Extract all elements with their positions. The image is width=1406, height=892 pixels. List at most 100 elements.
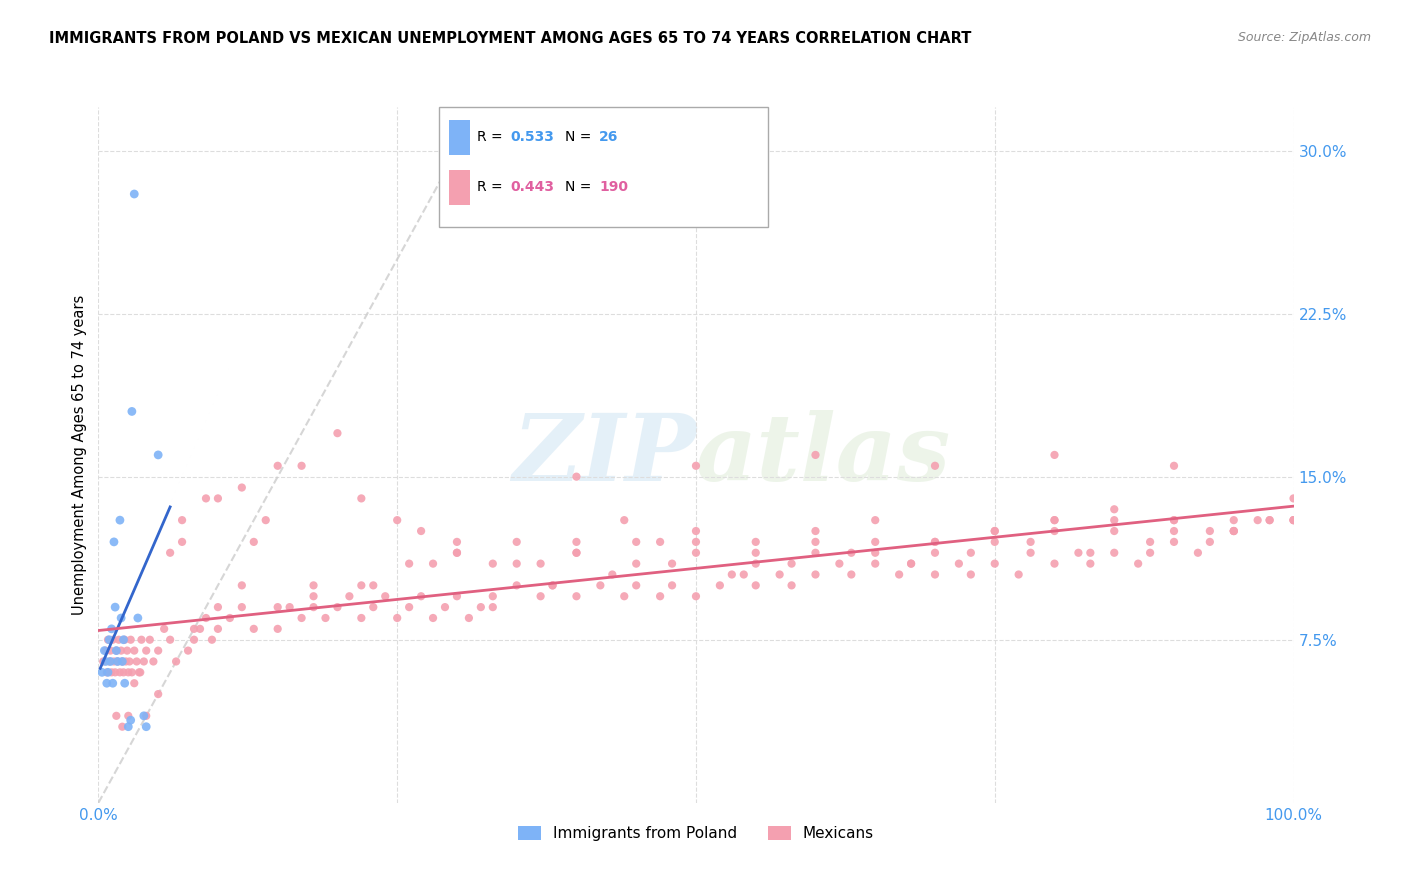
Point xyxy=(94,643,117,657)
Point xyxy=(984,557,1007,571)
Point xyxy=(1199,524,1222,538)
Point xyxy=(804,546,827,560)
Point xyxy=(924,458,946,473)
Legend: Immigrants from Poland, Mexicans: Immigrants from Poland, Mexicans xyxy=(512,820,880,847)
Point xyxy=(267,600,290,615)
Point xyxy=(195,611,218,625)
Point xyxy=(148,448,170,462)
Point xyxy=(1223,524,1246,538)
Point xyxy=(111,720,134,734)
Point xyxy=(565,546,588,560)
Bar xyxy=(439,107,768,227)
Point xyxy=(804,567,827,582)
Point xyxy=(117,708,139,723)
Point xyxy=(302,578,325,592)
Point xyxy=(565,469,588,483)
Point xyxy=(112,665,135,680)
Point xyxy=(385,513,409,527)
Point xyxy=(1139,534,1161,549)
Point xyxy=(350,611,373,625)
Y-axis label: Unemployment Among Ages 65 to 74 years: Unemployment Among Ages 65 to 74 years xyxy=(72,294,87,615)
Point xyxy=(745,546,768,560)
Point xyxy=(1104,502,1126,516)
Point xyxy=(481,557,505,571)
Point xyxy=(1080,546,1102,560)
Point xyxy=(339,589,361,603)
Point xyxy=(745,557,768,571)
Point xyxy=(804,448,827,462)
Point xyxy=(1187,546,1209,560)
Point xyxy=(177,643,200,657)
Point xyxy=(828,557,851,571)
Point xyxy=(183,622,205,636)
Point xyxy=(108,513,131,527)
Point xyxy=(1139,546,1161,560)
Point xyxy=(120,713,142,727)
Text: 190: 190 xyxy=(599,180,628,194)
Point xyxy=(1043,448,1066,462)
Point xyxy=(207,491,229,506)
Point xyxy=(118,655,141,669)
Point xyxy=(115,643,138,657)
Point xyxy=(231,578,253,592)
Point xyxy=(1019,546,1042,560)
Point xyxy=(446,546,468,560)
Point xyxy=(267,622,290,636)
Point xyxy=(124,186,146,201)
Point xyxy=(98,655,122,669)
Point xyxy=(135,720,157,734)
Point xyxy=(315,611,337,625)
Point xyxy=(104,600,127,615)
Point xyxy=(1163,524,1185,538)
Point xyxy=(254,513,277,527)
Point xyxy=(984,524,1007,538)
Point xyxy=(1247,513,1270,527)
Point xyxy=(602,567,624,582)
Point xyxy=(128,665,150,680)
Point xyxy=(129,665,152,680)
Text: 0.533: 0.533 xyxy=(510,130,554,145)
Point xyxy=(97,665,120,680)
Point xyxy=(98,655,121,669)
Point xyxy=(924,534,946,549)
Point xyxy=(100,622,122,636)
Point xyxy=(481,589,505,603)
Point xyxy=(865,513,887,527)
Point xyxy=(1282,513,1305,527)
Point xyxy=(350,578,373,592)
Point xyxy=(411,524,433,538)
Point xyxy=(114,676,136,690)
Point xyxy=(506,534,529,549)
Point xyxy=(1223,524,1246,538)
Point xyxy=(153,622,176,636)
Point xyxy=(745,578,768,592)
Point xyxy=(207,600,229,615)
Point xyxy=(159,632,181,647)
Point xyxy=(458,611,481,625)
Point xyxy=(159,546,181,560)
Point xyxy=(132,655,155,669)
Point xyxy=(120,632,142,647)
Point xyxy=(1223,513,1246,527)
Text: R =: R = xyxy=(477,130,508,145)
Point xyxy=(506,557,529,571)
Point xyxy=(98,632,121,647)
Point xyxy=(326,600,349,615)
Point xyxy=(183,632,205,647)
Point xyxy=(112,632,135,647)
Point xyxy=(1282,513,1305,527)
Point xyxy=(148,687,170,701)
Point xyxy=(721,567,744,582)
Point xyxy=(135,643,157,657)
Point xyxy=(626,534,648,549)
Point xyxy=(117,720,139,734)
Point xyxy=(889,567,911,582)
Point xyxy=(398,600,420,615)
Point xyxy=(105,708,128,723)
Point xyxy=(1008,567,1031,582)
Point xyxy=(107,655,129,669)
Point xyxy=(135,708,157,723)
Text: R =: R = xyxy=(477,180,508,194)
Point xyxy=(231,600,253,615)
Point xyxy=(148,643,170,657)
